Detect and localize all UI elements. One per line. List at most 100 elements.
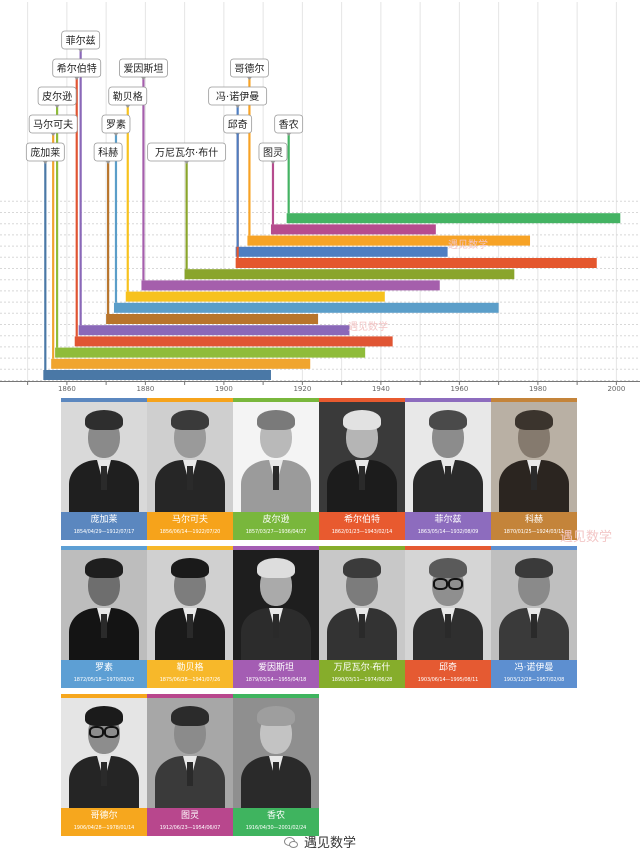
name-label-勒贝格: 勒贝格	[108, 86, 148, 106]
portrait-photo	[233, 402, 319, 512]
person-name: 科赫	[524, 515, 543, 525]
x-axis: 1860 1880 1900 1920 1940 1960 1980 2000	[0, 381, 640, 393]
bar-希尔伯特	[74, 336, 393, 347]
portrait-caption: 万尼瓦尔·布什 1890/03/11—1974/06/28	[319, 660, 405, 688]
name-label-马尔可夫: 马尔可夫	[28, 114, 78, 134]
name-label-菲尔兹: 菲尔兹	[61, 30, 101, 50]
portrait-photo	[61, 698, 147, 808]
portrait-caption: 皮尔逊 1857/03/27—1936/04/27	[233, 512, 319, 540]
portrait-photo	[233, 550, 319, 660]
person-name: 希尔伯特	[343, 515, 380, 525]
portrait-card: 万尼瓦尔·布什 1890/03/11—1974/06/28	[319, 546, 405, 688]
x-tick-label: 1900	[215, 385, 233, 393]
person-dates: 1906/04/28—1978/01/14	[73, 825, 135, 831]
portrait-card: 希尔伯特 1862/01/23—1943/02/14	[319, 398, 405, 540]
person-dates: 1857/03/27—1936/04/27	[245, 529, 307, 535]
portrait-card: 菲尔兹 1863/05/14—1932/08/09	[405, 398, 491, 540]
wechat-icon	[283, 837, 298, 848]
portrait-card: 香农 1916/04/30—2001/02/24	[233, 694, 319, 836]
name-label-text: 图灵	[263, 147, 283, 159]
label-pointer	[184, 161, 190, 164]
portrait-photo	[319, 402, 405, 512]
portrait-card: 爱因斯坦 1879/03/14—1955/04/18	[233, 546, 319, 688]
portrait-caption: 冯·诺伊曼 1903/12/28—1957/02/08	[491, 660, 577, 688]
watermark-text-1: 遇见数学	[448, 238, 488, 251]
portrait-photo	[491, 402, 577, 512]
person-name: 香农	[266, 811, 285, 821]
bar-万尼瓦尔·布什	[184, 269, 515, 280]
portrait-photo	[147, 402, 233, 512]
name-label-text: 哥德尔	[234, 62, 264, 75]
label-pointer	[113, 133, 119, 136]
bar-科赫	[106, 314, 319, 324]
name-label-邱奇: 邱奇	[223, 114, 253, 134]
portrait-card: 庞加莱 1854/04/29—1912/07/17	[61, 398, 147, 540]
person-name: 勒贝格	[176, 663, 204, 673]
name-label-万尼瓦尔·布什: 万尼瓦尔·布什	[147, 142, 227, 162]
name-label-爱因斯坦: 爱因斯坦	[119, 58, 168, 78]
person-name: 冯·诺伊曼	[514, 663, 554, 673]
chart-grid	[0, 2, 640, 381]
portrait-photo	[491, 550, 577, 660]
name-label-text: 香农	[279, 118, 299, 131]
label-leader-lines	[42, 49, 292, 370]
x-tick-label: 1980	[529, 385, 547, 393]
portrait-card: 勒贝格 1875/06/28—1941/07/26	[147, 546, 233, 688]
bar-罗素	[113, 302, 499, 313]
person-name: 哥德尔	[90, 811, 118, 821]
label-pointer	[50, 133, 56, 136]
label-pointer	[78, 49, 84, 52]
name-label-皮尔逊: 皮尔逊	[37, 86, 77, 106]
person-dates: 1872/05/18—1970/02/02	[73, 677, 135, 683]
name-label-text: 邱奇	[228, 118, 248, 131]
portrait-card: 皮尔逊 1857/03/27—1936/04/27	[233, 398, 319, 540]
person-name: 庞加莱	[90, 515, 118, 525]
name-label-text: 罗素	[106, 118, 126, 131]
portrait-card: 邱奇 1903/06/14—1995/08/11	[405, 546, 491, 688]
person-dates: 1870/01/25—1924/03/11	[503, 529, 565, 535]
portrait-caption: 邱奇 1903/06/14—1995/08/11	[405, 660, 491, 688]
name-label-text: 科赫	[98, 146, 118, 159]
name-label-科赫: 科赫	[93, 142, 123, 162]
name-label-text: 万尼瓦尔·布什	[155, 146, 218, 159]
name-label-text: 爱因斯坦	[123, 62, 163, 75]
portrait-caption: 庞加莱 1854/04/29—1912/07/17	[61, 512, 147, 540]
portrait-photo	[61, 550, 147, 660]
name-label-庞加莱: 庞加莱	[25, 142, 65, 162]
label-pointer	[74, 77, 80, 80]
watermark-text-2: 遇见数学	[348, 320, 388, 333]
person-dates: 1854/04/29—1912/07/17	[73, 529, 135, 535]
name-label-text: 希尔伯特	[57, 62, 97, 75]
label-pointer	[270, 161, 276, 164]
name-label-罗素: 罗素	[101, 114, 131, 134]
portrait-photo	[61, 402, 147, 512]
portrait-card: 马尔可夫 1856/06/14—1922/07/20	[147, 398, 233, 540]
watermark-text-3: 遇见数学	[560, 530, 613, 545]
portrait-caption: 科赫 1870/01/25—1924/03/11	[491, 512, 577, 540]
label-pointer	[54, 105, 60, 108]
x-tick-label: 1960	[450, 385, 468, 393]
person-dates: 1879/03/14—1955/04/18	[245, 677, 307, 683]
person-name: 邱奇	[438, 663, 457, 673]
portrait-caption: 爱因斯坦 1879/03/14—1955/04/18	[233, 660, 319, 688]
label-pointer	[125, 105, 131, 108]
name-label-text: 勒贝格	[113, 90, 143, 103]
label-pointer	[235, 105, 241, 108]
label-pointer	[246, 77, 252, 80]
person-dates: 1903/06/14—1995/08/11	[417, 677, 479, 683]
person-dates: 1890/03/11—1974/06/28	[331, 677, 393, 683]
bar-庞加莱	[43, 370, 271, 380]
chart-bars	[43, 213, 621, 380]
name-label-希尔伯特: 希尔伯特	[52, 58, 102, 78]
portrait-photo	[405, 550, 491, 660]
bar-爱因斯坦	[141, 280, 440, 291]
portrait-caption: 图灵 1912/06/23—1954/06/07	[147, 808, 233, 836]
name-label-text: 皮尔逊	[42, 90, 72, 103]
person-dates: 1863/05/14—1932/08/09	[417, 529, 479, 535]
person-name: 菲尔兹	[434, 515, 462, 525]
portrait-card: 图灵 1912/06/23—1954/06/07	[147, 694, 233, 836]
portrait-caption: 马尔可夫 1856/06/14—1922/07/20	[147, 512, 233, 540]
person-name: 罗素	[94, 663, 113, 673]
